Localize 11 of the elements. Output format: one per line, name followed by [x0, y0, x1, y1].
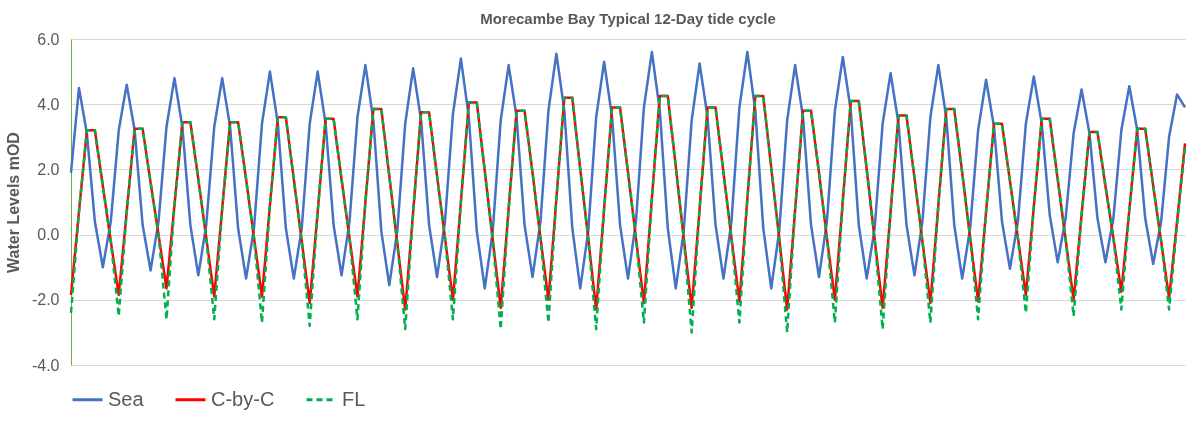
legend-label: Sea — [108, 387, 145, 410]
y-tick-label: -4.0 — [31, 356, 60, 374]
y-tick-label: -2.0 — [31, 291, 60, 309]
chart-title: Morecambe Bay Typical 12-Day tide cycle — [480, 10, 776, 27]
legend-label: FL — [342, 387, 366, 410]
y-tick-label: 6.0 — [37, 30, 60, 48]
y-axis-title: Water Levels mOD — [4, 132, 22, 273]
y-tick-label: 0.0 — [37, 226, 60, 244]
y-tick-label: 4.0 — [37, 95, 60, 113]
legend-label: C-by-C — [211, 387, 275, 410]
y-tick-label: 2.0 — [37, 160, 60, 178]
